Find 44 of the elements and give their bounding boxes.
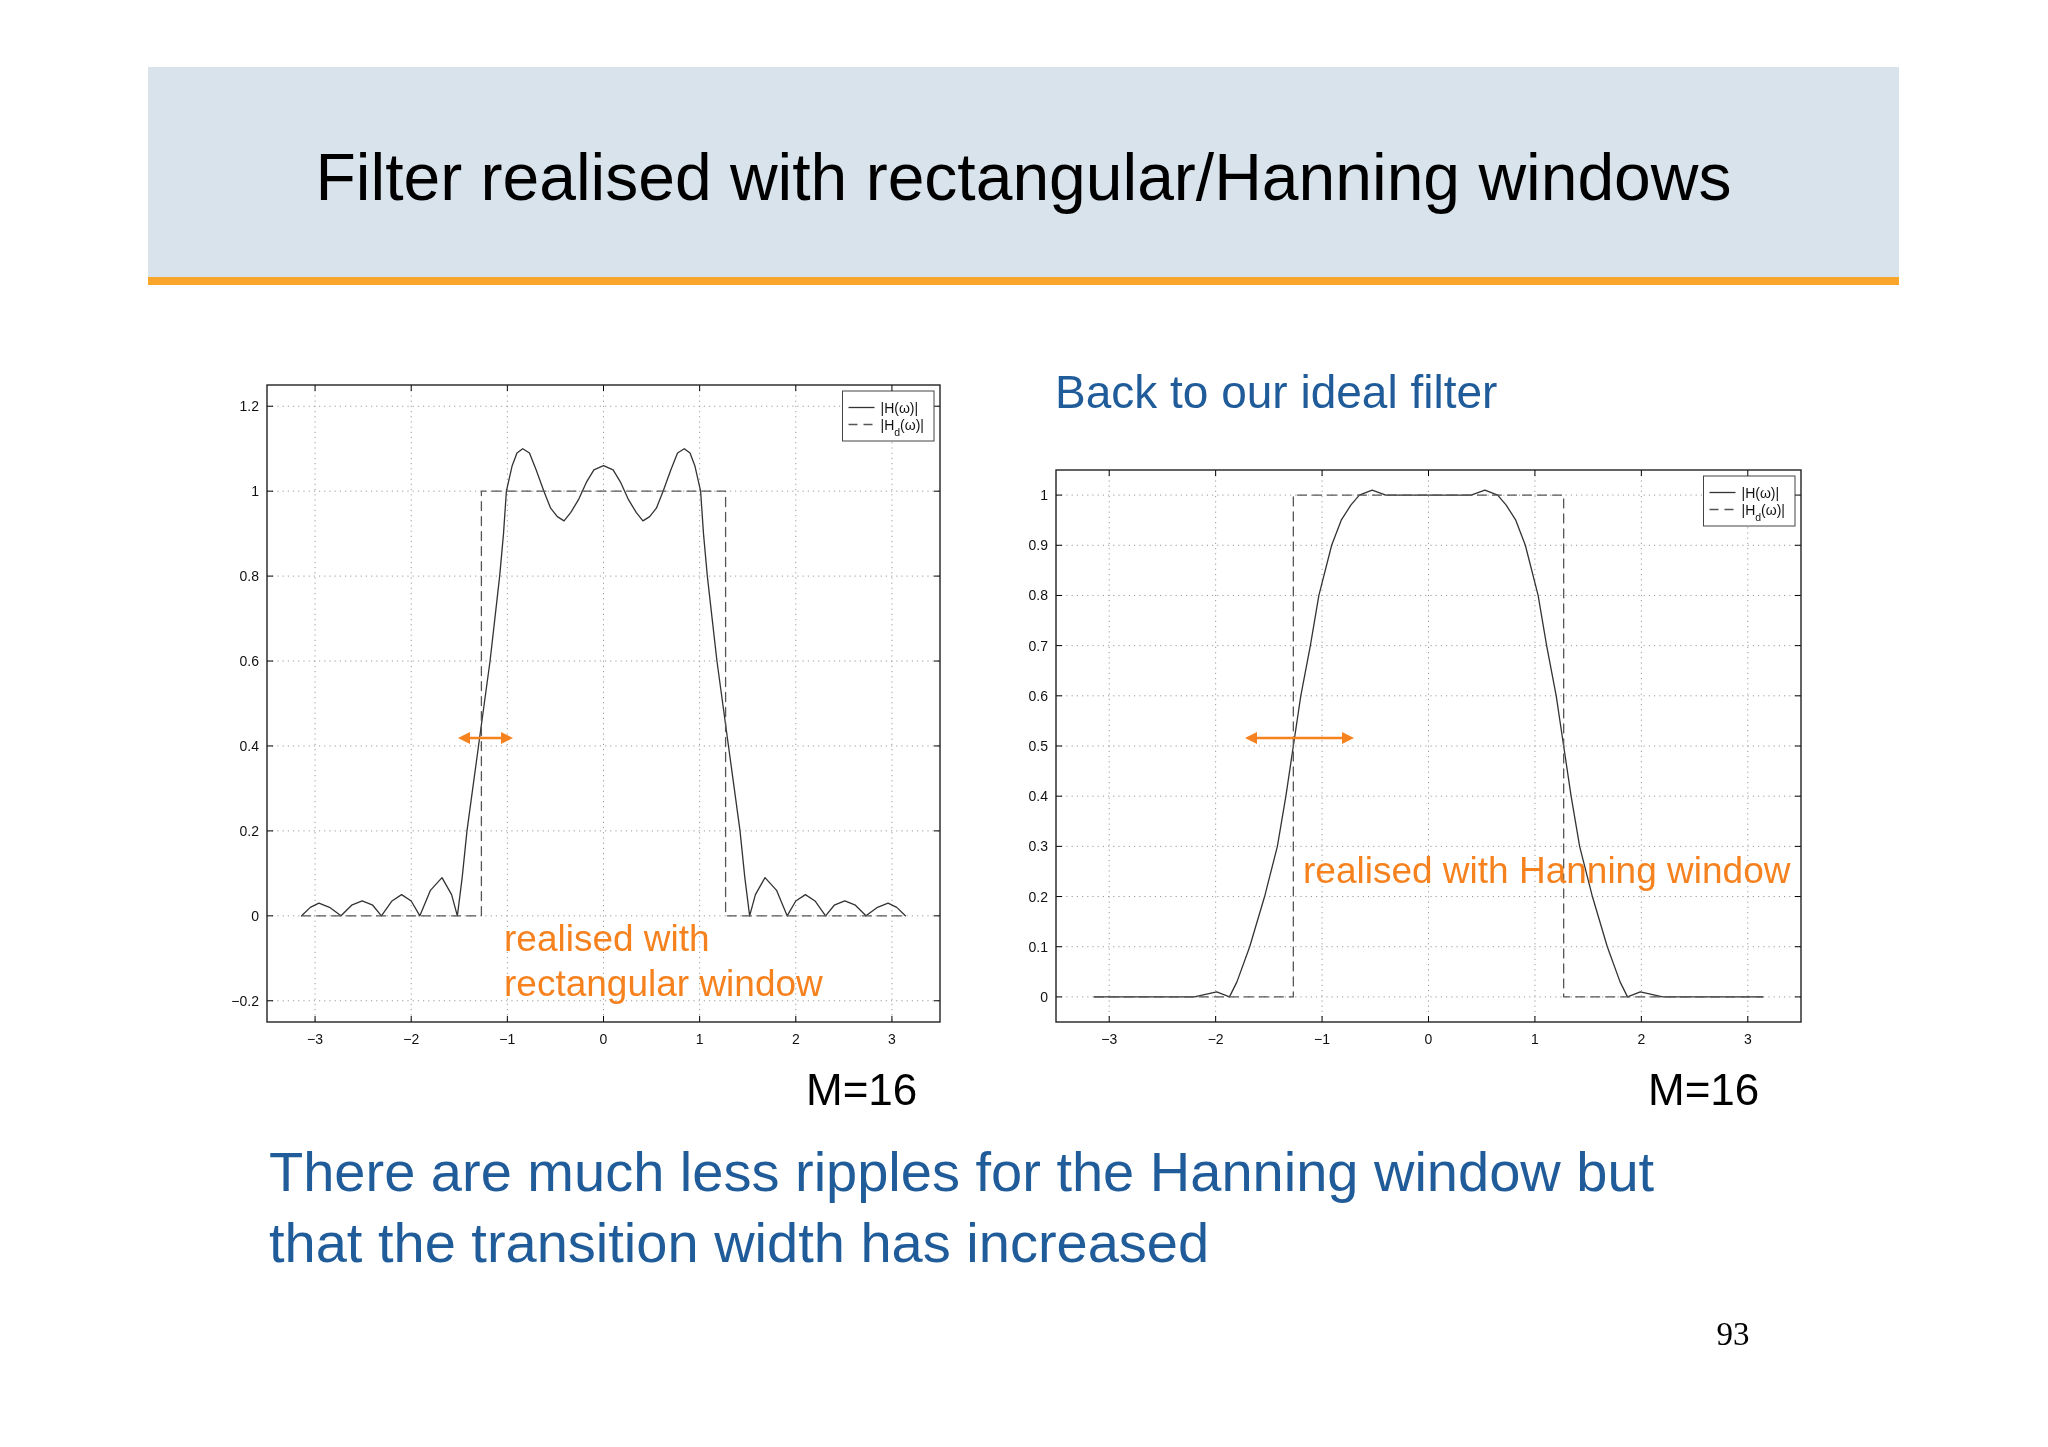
y-tick-label: 0.1 — [1028, 938, 1049, 955]
annotation: realised with rectangular window — [504, 918, 824, 1004]
y-tick-label: 0.2 — [239, 822, 260, 839]
y-tick-label: 1.2 — [239, 398, 260, 415]
x-tick-label: 3 — [1743, 1031, 1752, 1047]
legend-label: |H$_{d}$(ω)| — [880, 416, 924, 438]
x-tick-label: 0 — [599, 1031, 608, 1047]
y-tick-label: 0.8 — [1028, 587, 1049, 604]
x-tick-label: −1 — [499, 1031, 516, 1047]
y-tick-label: 0 — [251, 907, 260, 924]
chart-title: Back to our ideal filter — [1055, 366, 1498, 418]
y-tick-label: 0 — [1040, 988, 1049, 1005]
legend-label: |H(ω)| — [880, 399, 919, 416]
y-tick-label: 0.8 — [239, 568, 260, 585]
legend-label: |H$_{d}$(ω)| — [1741, 501, 1785, 523]
x-tick-label: −1 — [1314, 1031, 1331, 1047]
y-tick-label: 0.9 — [1028, 537, 1049, 554]
x-tick-label: 2 — [791, 1031, 800, 1047]
y-tick-label: 1 — [251, 483, 260, 500]
x-tick-label: 1 — [1531, 1031, 1540, 1047]
text: 93 — [1716, 1316, 1750, 1352]
x-tick-label: −3 — [1101, 1031, 1118, 1047]
y-tick-label: 0.3 — [1028, 838, 1049, 855]
text: M=16 — [1648, 1065, 1760, 1114]
text: There are much less ripples for the Hanning window but that the transition width has increased — [269, 1140, 1655, 1274]
y-tick-label: 0.4 — [1028, 788, 1049, 805]
x-tick-label: −2 — [403, 1031, 420, 1047]
x-tick-label: 0 — [1424, 1031, 1433, 1047]
x-tick-label: −2 — [1207, 1031, 1224, 1047]
y-tick-label: 0.5 — [1028, 738, 1049, 754]
x-tick-label: 2 — [1637, 1031, 1646, 1047]
y-tick-label: 0.6 — [239, 653, 260, 670]
y-tick-label: 0.7 — [1028, 637, 1049, 654]
text: Filter realised with rectangular/Hanning windows — [315, 140, 1732, 214]
y-tick-label: 0.4 — [239, 737, 260, 754]
x-tick-label: 3 — [888, 1031, 897, 1047]
y-tick-label: 0.6 — [1028, 687, 1049, 704]
y-tick-label: 1 — [1040, 487, 1049, 504]
x-tick-label: 1 — [695, 1031, 704, 1047]
text: M=16 — [806, 1065, 918, 1114]
x-tick-label: −3 — [307, 1031, 324, 1047]
y-tick-label: −0.2 — [231, 992, 260, 1009]
y-tick-label: 0.2 — [1028, 888, 1049, 905]
legend-label: |H(ω)| — [1741, 484, 1780, 501]
